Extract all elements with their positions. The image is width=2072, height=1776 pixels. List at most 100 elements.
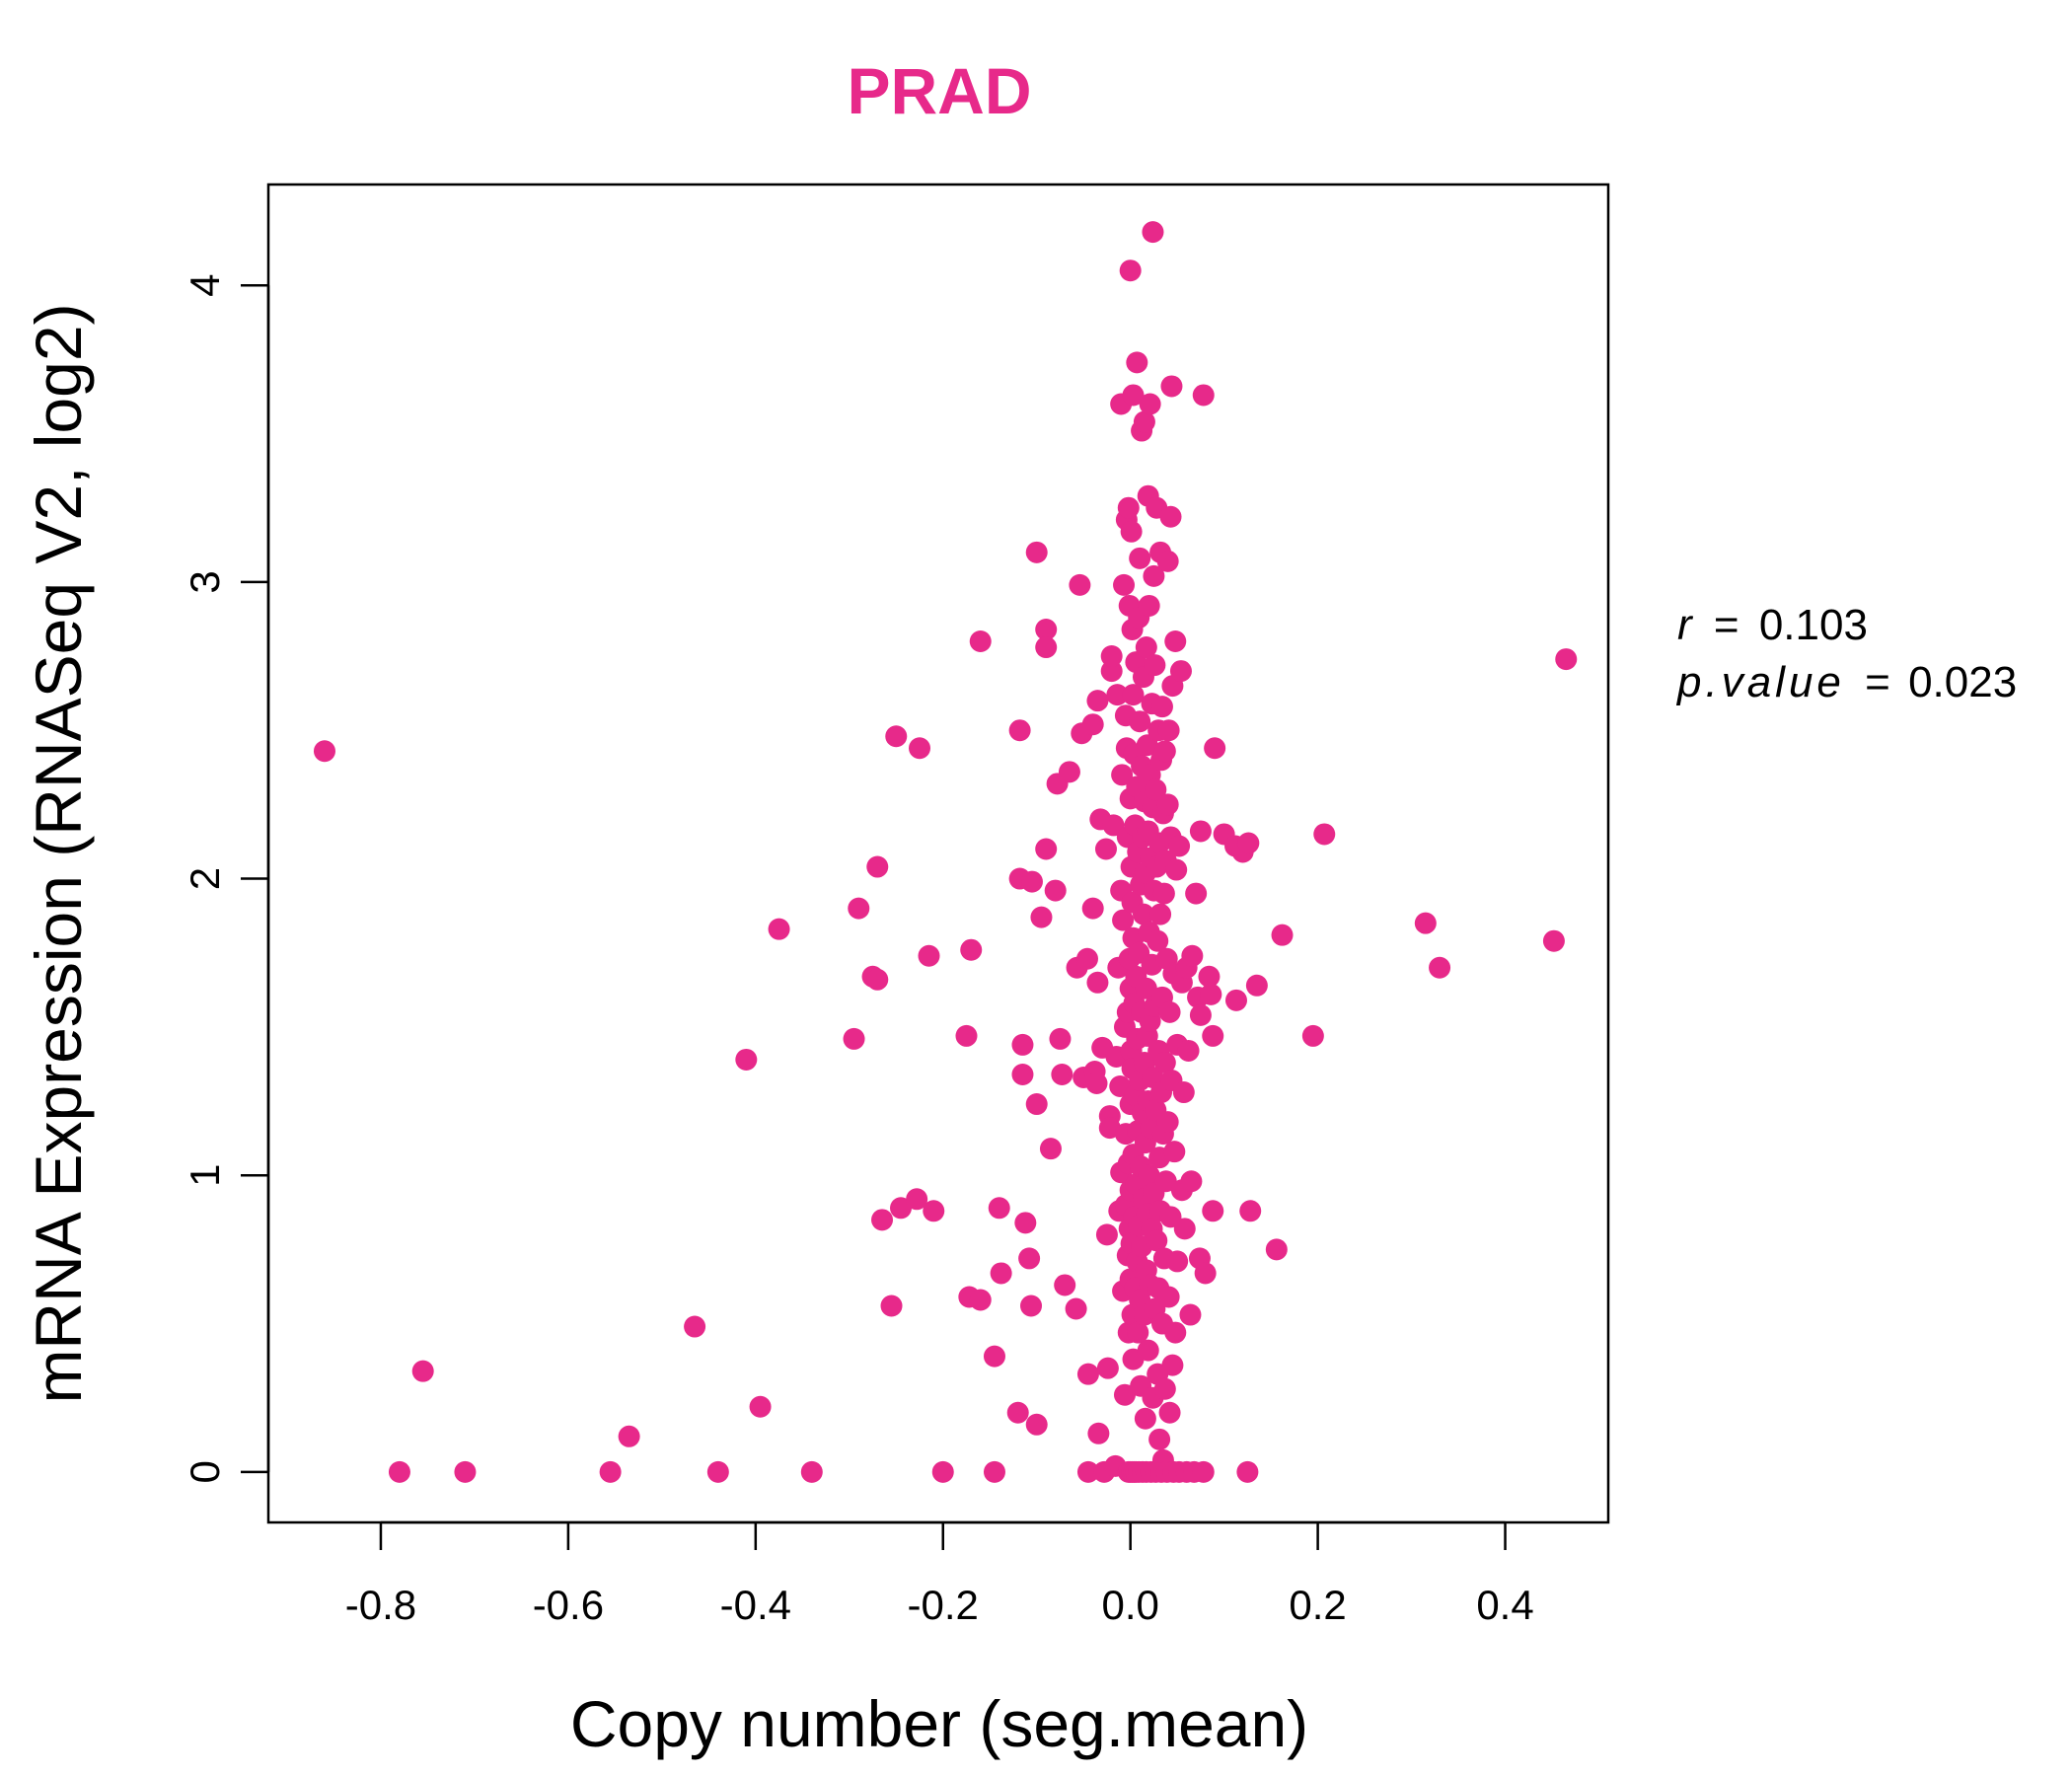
data-point (1087, 1422, 1110, 1444)
data-point (388, 1460, 410, 1483)
data-point (1200, 983, 1222, 1005)
data-point (890, 1197, 913, 1220)
r-equals: = (1714, 601, 1739, 649)
data-point (866, 855, 889, 878)
data-point (1035, 618, 1058, 640)
data-point (1135, 636, 1157, 659)
data-point (1122, 684, 1145, 706)
data-point (1051, 1063, 1073, 1085)
data-point (1126, 351, 1148, 374)
data-point (1179, 1303, 1202, 1326)
data-point (1145, 778, 1167, 801)
data-point (1014, 1212, 1037, 1234)
x-tick-label: -0.8 (345, 1582, 416, 1628)
data-point (1039, 1138, 1062, 1160)
data-point (1135, 977, 1157, 999)
x-tick-label: -0.6 (533, 1582, 604, 1628)
svg-text:r = 0.103: r = 0.103 (1677, 601, 1868, 649)
data-point (1117, 496, 1140, 519)
data-point (1011, 1033, 1034, 1056)
data-point (1192, 384, 1215, 407)
data-point (1153, 1377, 1176, 1400)
data-point (1156, 550, 1179, 572)
data-point (1158, 1401, 1181, 1424)
x-axis: -0.8 -0.6 -0.4 -0.2 0.0 0.2 0.4 (345, 1520, 1534, 1628)
y-tick-label: 3 (182, 570, 228, 593)
data-point (1185, 882, 1208, 905)
data-point (1163, 1141, 1186, 1163)
data-point (411, 1360, 434, 1382)
data-point (1095, 1223, 1118, 1246)
data-point (1172, 1081, 1195, 1104)
r-label: r (1677, 601, 1694, 649)
data-point (1122, 384, 1145, 407)
data-point (1153, 740, 1176, 763)
data-point (1069, 573, 1091, 596)
data-point (1133, 410, 1155, 433)
data-point (955, 1024, 978, 1047)
x-tick-label: 0.4 (1476, 1582, 1533, 1628)
x-tick-label: 0.0 (1101, 1582, 1158, 1628)
data-point (1189, 1003, 1212, 1026)
data-point (1112, 909, 1135, 931)
data-point (1113, 573, 1136, 596)
data-point (735, 1048, 758, 1071)
data-point (1198, 965, 1221, 988)
x-axis-label: Copy number (seg.mean) (570, 1687, 1308, 1760)
y-tick-label: 2 (182, 867, 228, 890)
data-point (1106, 684, 1129, 706)
data-point (800, 1460, 823, 1483)
p-value-label: p.value (1675, 658, 1845, 706)
data-point (1113, 1383, 1136, 1406)
data-point (1143, 564, 1165, 587)
data-point (454, 1460, 477, 1483)
data-point (866, 968, 889, 991)
data-point (1138, 594, 1160, 617)
data-point (1194, 1262, 1217, 1285)
y-axis: 0 1 2 3 4 (182, 274, 270, 1484)
data-point (848, 897, 870, 920)
x-tick-label: -0.2 (908, 1582, 979, 1628)
data-point (1152, 882, 1175, 905)
data-point (313, 740, 335, 763)
data-point (1202, 1024, 1224, 1047)
data-point (1164, 1321, 1187, 1344)
data-point (1157, 719, 1180, 742)
data-point (1142, 221, 1164, 244)
data-point (1018, 1247, 1041, 1270)
p-value-equals: = (1865, 658, 1890, 706)
data-point (1159, 505, 1182, 528)
data-point (1164, 630, 1187, 653)
data-point (1094, 838, 1117, 860)
data-point (1153, 1051, 1176, 1073)
data-point (969, 1289, 992, 1311)
data-point (1414, 912, 1437, 934)
data-point (1132, 903, 1154, 925)
data-point (1076, 1460, 1099, 1483)
data-point (1075, 947, 1098, 970)
data-point (1100, 660, 1123, 683)
data-point (1237, 832, 1260, 854)
data-point (1134, 1407, 1156, 1430)
data-point (969, 630, 992, 653)
data-point (1081, 897, 1104, 920)
data-point (1265, 1238, 1288, 1261)
data-point (1204, 737, 1226, 760)
data-point (1202, 1200, 1224, 1222)
data-point (1086, 971, 1109, 994)
data-point (1006, 1401, 1029, 1424)
data-point (988, 1197, 1010, 1220)
data-point (1030, 906, 1053, 928)
data-point (885, 725, 908, 748)
data-point (1555, 648, 1578, 671)
data-point (960, 938, 983, 961)
data-point (1150, 696, 1173, 718)
y-tick-label: 1 (182, 1164, 228, 1187)
y-axis-label: mRNA Expression (RNASeq V2, log2) (22, 303, 95, 1403)
data-point (983, 1460, 1005, 1483)
data-point (1096, 1357, 1119, 1379)
data-point (1129, 547, 1151, 569)
data-point (1180, 1170, 1203, 1193)
data-point (1120, 520, 1143, 543)
